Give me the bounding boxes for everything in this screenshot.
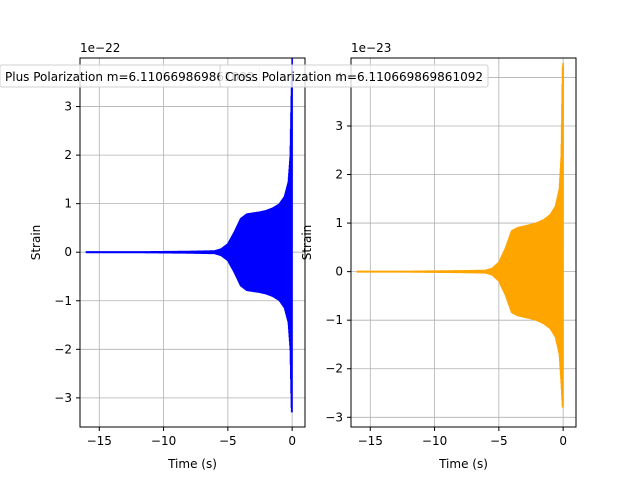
cross-x-axis-label: Time (s) [438,457,488,471]
cross-y-tick-label: −1 [325,313,343,327]
cross-x-tick-label: −15 [358,434,383,448]
plus-y-tick-label: −3 [54,391,72,405]
cross-y-tick-label: 3 [335,119,343,133]
plus-x-tick-label: −15 [87,434,112,448]
plus-y-ticks: −3 −2 −1 0 1 2 3 [54,100,80,405]
cross-y-ticks: −3−2−101234 [325,70,351,424]
cross-y-axis-label: Strain [300,225,314,261]
plus-x-tick-label: 0 [288,434,296,448]
cross-x-tick-label: −5 [490,434,508,448]
cross-x-tick-label: −10 [422,434,447,448]
cross-y-tick-label: −2 [325,362,343,376]
cross-series-line [356,62,564,408]
cross-polarization-subplot: −15−10−50 −3−2−101234 Time (s) Strain 1e… [219,41,577,471]
plus-y-tick-label: 0 [64,245,72,259]
plus-y-tick-label: 1 [64,197,72,211]
plus-waveform [85,58,293,413]
cross-waveform [356,62,564,408]
cross-y-tick-label: 0 [335,265,343,279]
cross-axes-frame [350,57,577,428]
plus-series-line [85,58,293,413]
cross-offset-label: 1e−23 [351,41,391,55]
cross-legend-label: Cross Polarization m=6.110669869861092 [225,70,483,84]
cross-y-tick-label: 2 [335,168,343,182]
plus-y-tick-label: 2 [64,148,72,162]
plus-legend: Plus Polarization m=6.110669869861092 [0,64,261,88]
plus-y-tick-label: 3 [64,100,72,114]
plus-y-tick-label: −1 [54,294,72,308]
plus-offset-label: 1e−22 [80,41,120,55]
cross-y-tick-label: −3 [325,410,343,424]
plus-y-axis-label: Strain [29,225,43,261]
plus-axes-frame [79,57,306,428]
plus-x-axis-label: Time (s) [167,457,217,471]
plus-y-tick-label: −2 [54,342,72,356]
cross-x-tick-label: 0 [559,434,567,448]
plus-x-tick-label: −5 [219,434,237,448]
cross-legend-box [219,64,489,88]
cross-legend: Cross Polarization m=6.110669869861092 [219,64,489,88]
plus-x-tick-label: −10 [151,434,176,448]
plus-x-ticks: −15 −10 −5 0 [87,427,296,448]
cross-x-ticks: −15 −10 −5 0 [358,427,567,448]
cross-y-tick-label: 1 [335,216,343,230]
plus-legend-label: Plus Polarization m=6.110669869861092 [5,70,255,84]
